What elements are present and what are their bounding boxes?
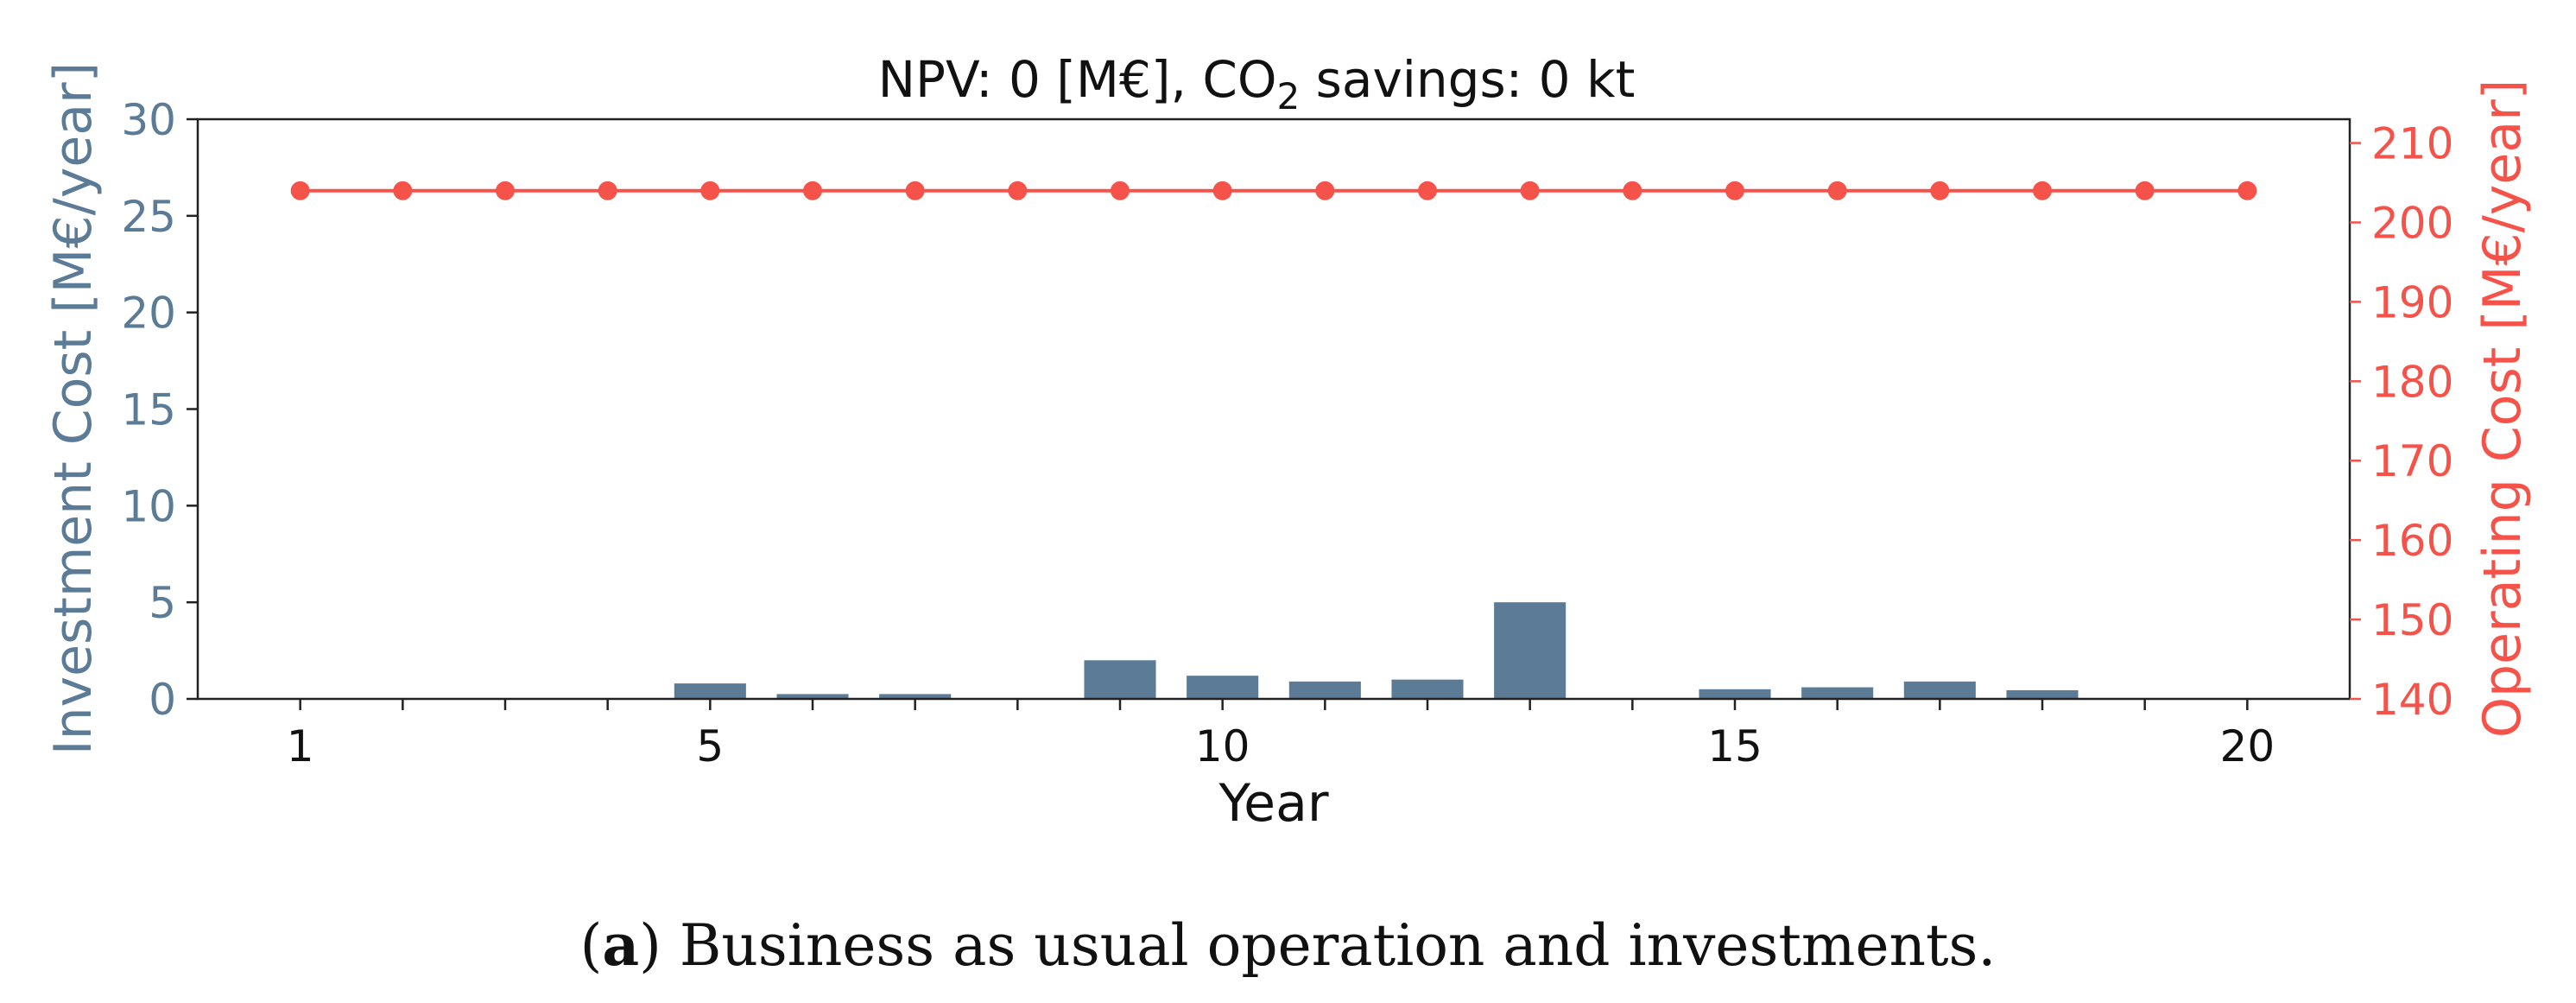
right-tick-label: 160 xyxy=(2371,516,2453,566)
right-tick-label: 210 xyxy=(2371,119,2453,169)
investment-bar xyxy=(674,683,746,699)
right-tick-label: 200 xyxy=(2371,198,2453,248)
caption-text: Business as usual operation and investme… xyxy=(661,912,1997,979)
operating-cost-point xyxy=(1930,181,1950,200)
chart-title: NPV: 0 [M€], CO2 savings: 0 kt xyxy=(878,50,1636,117)
x-tick-label: 10 xyxy=(1195,721,1250,771)
investment-bar xyxy=(1187,676,1259,699)
operating-cost-point xyxy=(905,181,925,200)
left-tick-label: 10 xyxy=(121,481,176,531)
right-tick-label: 150 xyxy=(2371,595,2453,645)
investment-bar xyxy=(1801,687,1874,699)
operating-cost-point xyxy=(2033,181,2052,200)
operating-cost-point xyxy=(1212,181,1232,200)
x-tick-label: 20 xyxy=(2220,721,2275,771)
x-tick-label: 1 xyxy=(287,721,314,771)
left-tick-label: 5 xyxy=(149,578,176,628)
operating-cost-point xyxy=(290,181,310,200)
chart: NPV: 0 [M€], CO2 savings: 0 kt 1 5 10 15 20 … xyxy=(43,50,2533,834)
operating-cost-point xyxy=(496,181,515,200)
operating-cost-point xyxy=(1008,181,1028,200)
x-tick-label: 15 xyxy=(1707,721,1763,771)
left-tick-label: 0 xyxy=(149,675,176,725)
operating-cost-point xyxy=(1520,181,1540,200)
operating-cost-point xyxy=(1725,181,1744,200)
investment-bar xyxy=(2006,689,2079,699)
caption-label: a xyxy=(602,911,640,979)
operating-cost-point xyxy=(700,181,720,200)
operating-cost-point xyxy=(1111,181,1130,200)
operating-cost-point xyxy=(1418,181,1437,200)
operating-cost-point xyxy=(2237,181,2257,200)
left-tick-label: 30 xyxy=(121,95,176,145)
right-tick-label: 170 xyxy=(2371,436,2453,486)
plot-frame xyxy=(196,117,2351,701)
operating-cost-point xyxy=(1315,181,1335,200)
left-tick-label: 15 xyxy=(121,385,176,435)
right-tick-label: 190 xyxy=(2371,277,2453,327)
operating-cost-point xyxy=(1623,181,1642,200)
right-axis-title: Operating Cost [M€/year] xyxy=(2472,79,2533,738)
operating-cost-point xyxy=(2135,181,2155,200)
x-tick-label: 5 xyxy=(696,721,724,771)
left-axis-title: Investment Cost [M€/year] xyxy=(43,62,104,755)
investment-bar xyxy=(1084,660,1156,699)
investment-bar xyxy=(776,694,849,699)
operating-cost-point xyxy=(393,181,413,200)
investment-bar xyxy=(1288,681,1361,699)
operating-cost-point xyxy=(598,181,617,200)
figure-caption: (a) Business as usual operation and inve… xyxy=(579,911,1997,979)
left-tick-label: 20 xyxy=(121,289,176,339)
investment-bar xyxy=(1903,681,1976,699)
right-tick-label: 180 xyxy=(2371,357,2453,407)
investment-bar xyxy=(879,694,952,699)
investment-bar xyxy=(1699,689,1771,699)
investment-bar xyxy=(1494,602,1566,699)
operating-cost-point xyxy=(803,181,822,200)
right-tick-label: 140 xyxy=(2371,675,2453,725)
operating-cost-point xyxy=(1827,181,1847,200)
investment-bar xyxy=(1391,679,1464,699)
x-axis-title: Year xyxy=(1218,773,1328,834)
left-tick-label: 25 xyxy=(121,192,176,242)
